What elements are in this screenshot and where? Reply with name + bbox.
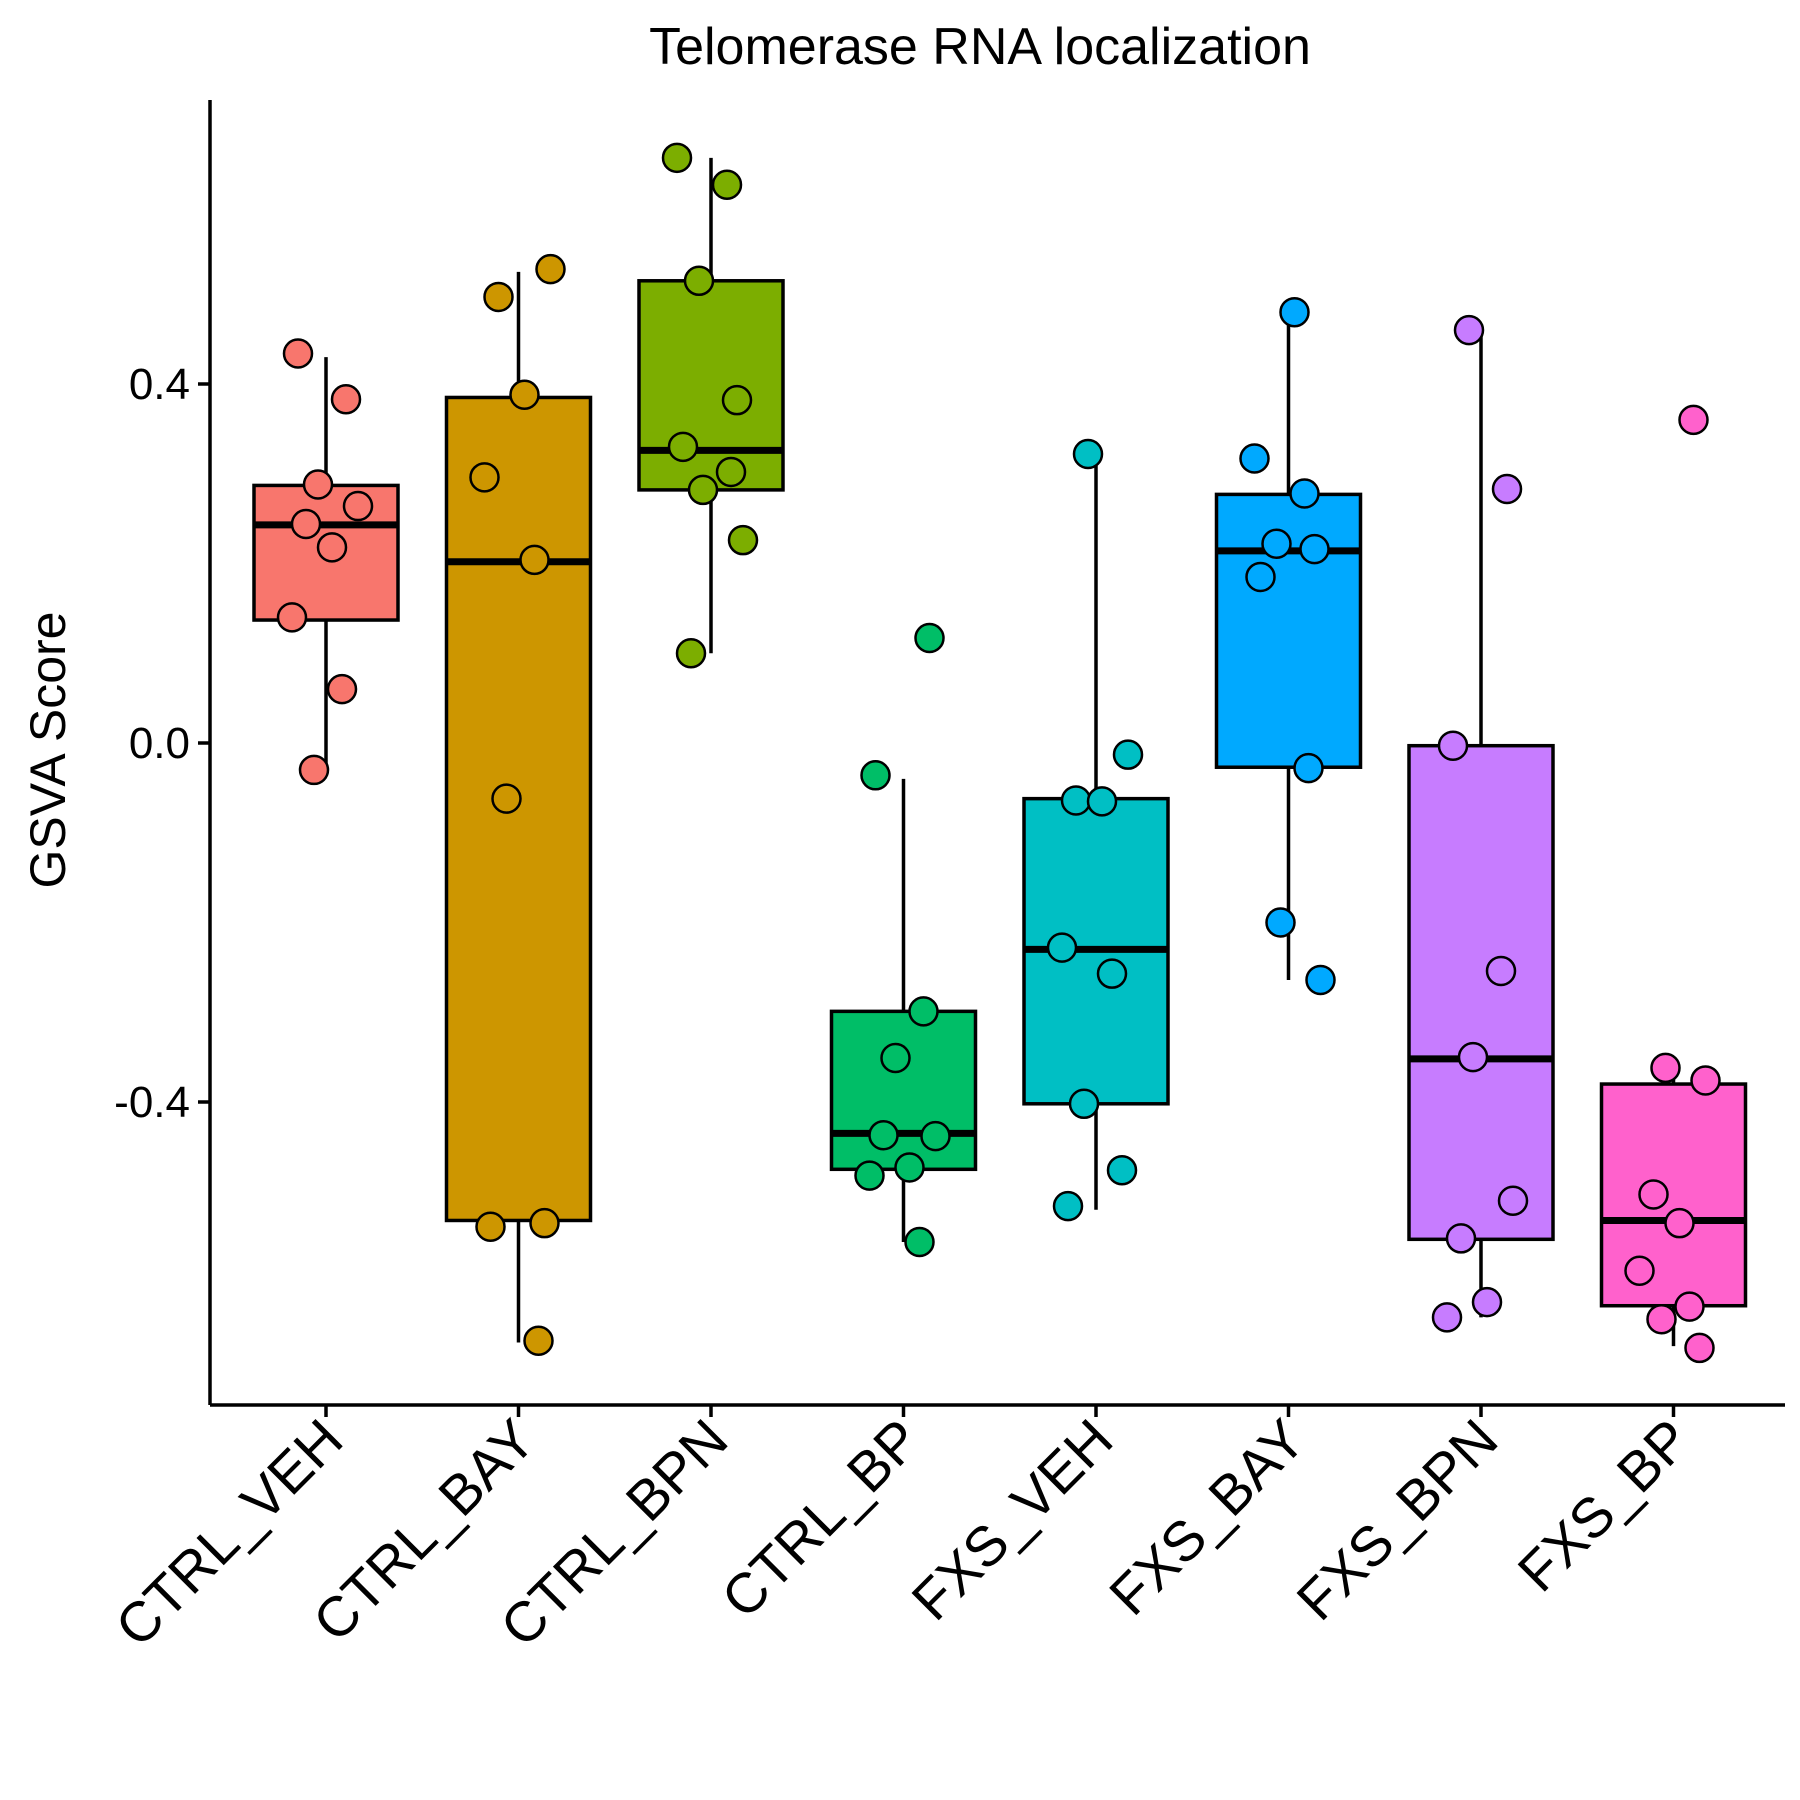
x-tick-label: CTRL_BP — [709, 1407, 932, 1630]
data-point — [1265, 907, 1296, 938]
data-point — [727, 524, 759, 556]
data-point — [1664, 1207, 1695, 1239]
data-point — [880, 1042, 911, 1074]
data-point — [1261, 528, 1292, 560]
data-point — [1279, 296, 1310, 328]
data-point — [683, 265, 715, 297]
data-point — [535, 253, 566, 285]
data-point — [1293, 752, 1324, 784]
data-point — [1497, 1185, 1529, 1216]
data-point — [290, 508, 322, 540]
data-point — [1453, 314, 1485, 346]
data-point — [1445, 1223, 1477, 1254]
data-point — [509, 379, 540, 411]
data-point — [711, 169, 743, 201]
data-point — [675, 638, 707, 669]
data-point — [1072, 438, 1104, 470]
data-point — [1684, 1332, 1715, 1364]
box — [829, 1009, 978, 1172]
data-point — [483, 281, 514, 313]
data-point — [276, 602, 308, 633]
data-point — [523, 1325, 554, 1356]
data-point — [326, 673, 358, 705]
data-point — [469, 462, 500, 493]
data-point — [529, 1207, 560, 1239]
data-point — [330, 384, 362, 415]
data-point — [914, 622, 945, 654]
data-point — [342, 490, 374, 522]
box-group-fxs-bp — [1599, 404, 1748, 1364]
data-point — [908, 996, 939, 1027]
data-point — [302, 469, 334, 500]
data-point — [868, 1119, 899, 1151]
data-point — [519, 544, 550, 576]
y-axis-label: GSVA Score — [20, 612, 76, 889]
y-tick-label: 0.4 — [129, 360, 190, 409]
box — [444, 395, 593, 1223]
y-tick-label: 0.0 — [129, 719, 190, 768]
data-point — [894, 1152, 925, 1183]
data-point — [1485, 955, 1517, 987]
data-point — [904, 1226, 935, 1258]
data-point — [920, 1120, 951, 1152]
data-point — [667, 431, 699, 463]
box-group-fxs-bpn — [1407, 314, 1555, 1333]
box-group-fxs-bay — [1214, 296, 1363, 996]
data-point — [1471, 1286, 1503, 1318]
data-point — [1437, 730, 1469, 761]
box-group-fxs-veh — [1022, 438, 1170, 1222]
x-tick-label: FXS_BAY — [1097, 1407, 1317, 1627]
data-point — [1431, 1302, 1463, 1333]
data-point — [715, 456, 747, 488]
chart-title: Telomerase RNA localization — [649, 18, 1311, 76]
data-point — [687, 474, 719, 506]
data-point — [1624, 1255, 1655, 1286]
data-point — [860, 760, 891, 791]
data-point — [1646, 1303, 1677, 1335]
data-point — [1112, 739, 1144, 770]
data-point — [854, 1160, 885, 1191]
data-point — [1638, 1179, 1669, 1210]
y-tick-label: -0.4 — [114, 1078, 190, 1127]
data-point — [1086, 786, 1118, 817]
data-point — [1491, 473, 1523, 505]
data-point — [1068, 1088, 1100, 1120]
data-point — [1060, 785, 1092, 816]
data-point — [298, 754, 330, 786]
data-point — [316, 532, 348, 563]
data-point — [1690, 1065, 1721, 1096]
box — [1599, 1082, 1748, 1308]
data-point — [721, 384, 753, 416]
plot-area — [252, 142, 1748, 1364]
data-point — [1052, 1190, 1084, 1222]
data-point — [1096, 958, 1128, 989]
data-point — [1678, 404, 1709, 436]
data-point — [1289, 478, 1320, 509]
data-point — [661, 142, 693, 174]
data-point — [475, 1211, 506, 1243]
data-point — [282, 338, 314, 369]
x-tick-label: FXS_VEH — [899, 1407, 1124, 1632]
box — [637, 279, 785, 492]
data-point — [1305, 964, 1336, 996]
box-group-ctrl-bpn — [637, 142, 785, 669]
x-tick-label: FXS_BP — [1506, 1407, 1702, 1603]
box-group-ctrl-bay — [444, 253, 593, 1356]
data-point — [491, 783, 522, 814]
data-point — [1239, 443, 1270, 474]
data-point — [1046, 932, 1078, 963]
x-tick-label: FXS_BPN — [1284, 1407, 1509, 1632]
data-point — [1650, 1052, 1681, 1084]
data-point — [1457, 1041, 1489, 1073]
box — [1407, 743, 1555, 1242]
box-group-ctrl-bp — [829, 622, 978, 1258]
data-point — [1299, 533, 1330, 565]
box-group-ctrl-veh — [252, 338, 400, 786]
data-point — [1245, 561, 1276, 593]
data-point — [1106, 1154, 1138, 1186]
data-point — [1674, 1291, 1705, 1322]
